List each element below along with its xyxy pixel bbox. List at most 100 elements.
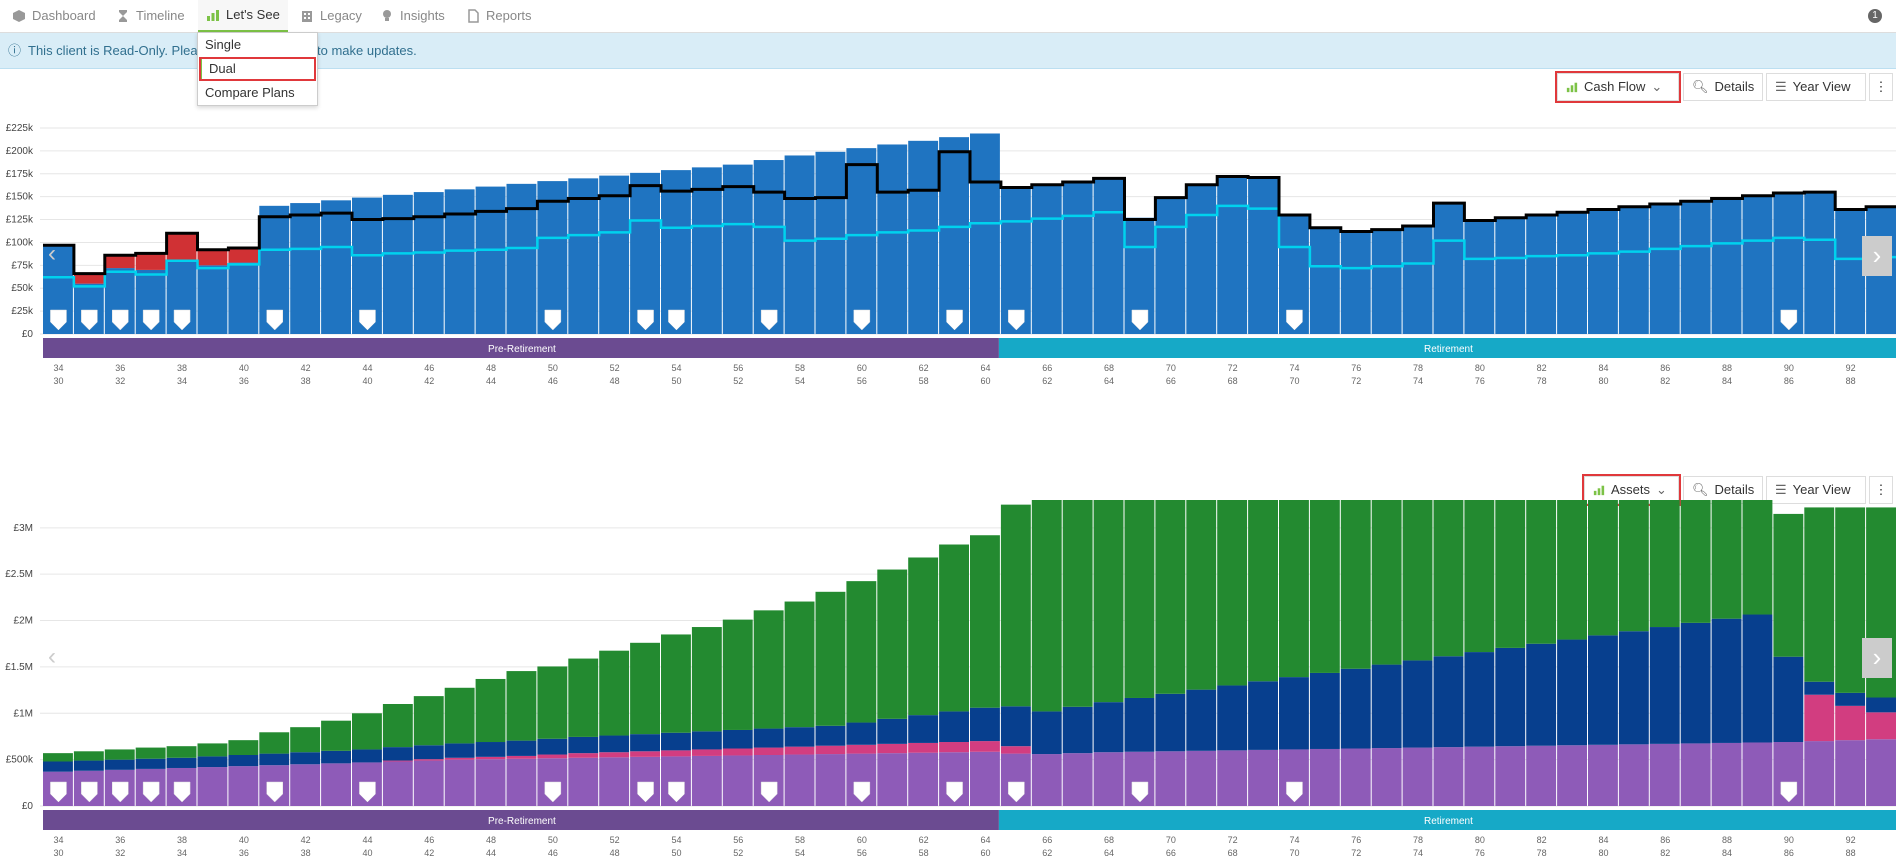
navy-asset-bar [1000, 706, 1031, 747]
green-asset-bar [1464, 500, 1495, 653]
pink-asset-bar [1804, 694, 1835, 742]
purple-asset-bar [1557, 745, 1587, 806]
pink-asset-bar [382, 760, 413, 762]
navy-asset-bar [321, 750, 351, 764]
x-tick-age-secondary: 70 [1289, 848, 1299, 858]
navy-asset-bar [1433, 656, 1464, 748]
navy-asset-bar [1309, 672, 1340, 749]
event-marker-icon [1131, 309, 1149, 331]
x-tick-age-secondary: 54 [795, 848, 805, 858]
details-label: Details [1714, 482, 1755, 497]
x-tick-age-primary: 66 [1042, 363, 1052, 373]
green-asset-bar [568, 658, 599, 737]
income-bar [506, 183, 537, 334]
tab-lets-see[interactable]: Let's See [198, 0, 288, 32]
x-tick-age-primary: 86 [1660, 363, 1670, 373]
x-tick-age-secondary: 62 [1042, 848, 1052, 858]
x-tick-age-primary: 76 [1351, 835, 1361, 845]
dropdown-item-compare-plans[interactable]: Compare Plans [205, 85, 295, 100]
event-marker-icon [266, 781, 283, 803]
x-tick-age-secondary: 80 [1598, 848, 1608, 858]
event-marker-icon [112, 781, 129, 803]
x-tick-age-secondary: 86 [1784, 376, 1794, 386]
x-tick-age-primary: 82 [1537, 835, 1547, 845]
navy-asset-bar [939, 711, 969, 743]
x-tick-age-primary: 52 [610, 363, 620, 373]
navy-asset-bar [1588, 635, 1618, 745]
tab-insights[interactable]: Insights [380, 0, 445, 32]
chart-prev-arrow[interactable]: ‹ [48, 240, 56, 267]
pink-asset-bar [939, 742, 969, 753]
retirement-band [998, 810, 1896, 830]
x-tick-age-secondary: 58 [919, 848, 929, 858]
chart-next-arrow[interactable]: › [1862, 638, 1892, 678]
green-asset-bar [382, 704, 413, 748]
tab-reports[interactable]: Reports [466, 0, 532, 32]
x-tick-age-primary: 42 [301, 835, 311, 845]
year-view-button[interactable]: ☰ Year View [1766, 476, 1866, 504]
navy-asset-bar [1155, 693, 1186, 752]
event-marker-icon [142, 309, 160, 331]
pink-asset-bar [413, 759, 444, 761]
pink-asset-bar [1000, 746, 1031, 754]
navy-asset-bar [1371, 664, 1402, 749]
more-options-button[interactable]: ⋮ [1869, 73, 1893, 101]
x-tick-age-primary: 48 [486, 835, 496, 845]
x-tick-age-secondary: 88 [1846, 848, 1856, 858]
dropdown-item-single[interactable]: Single [205, 37, 242, 52]
navy-asset-bar [1742, 614, 1773, 743]
purple-asset-bar [1649, 743, 1680, 806]
green-asset-bar [1340, 500, 1371, 669]
x-tick-age-secondary: 68 [1228, 376, 1238, 386]
navy-asset-bar [630, 734, 660, 752]
pink-asset-bar [846, 744, 877, 754]
x-tick-age-secondary: 46 [548, 848, 558, 858]
details-button[interactable]: 🔍︎ Details [1683, 73, 1763, 101]
event-marker-icon [359, 781, 376, 803]
lightbulb-icon [383, 10, 391, 21]
shortfall-bar [166, 233, 197, 261]
x-tick-age-secondary: 30 [53, 848, 63, 858]
notification-badge[interactable]: 1 [1868, 9, 1882, 23]
tab-legacy[interactable]: Legacy [300, 0, 362, 32]
event-marker-icon [266, 309, 283, 331]
navy-asset-bar [1402, 660, 1433, 748]
tab-label: Dashboard [32, 8, 96, 23]
x-tick-age-primary: 62 [919, 835, 929, 845]
bar-chart-icon [207, 10, 219, 21]
event-marker-icon [1131, 781, 1149, 803]
purple-asset-bar [815, 754, 846, 806]
y-tick-label: £0 [22, 329, 34, 340]
x-tick-age-secondary: 58 [919, 376, 929, 386]
x-tick-age-primary: 84 [1598, 363, 1608, 373]
green-asset-bar [691, 627, 722, 732]
income-bar [1588, 209, 1618, 334]
chart-prev-arrow[interactable]: ‹ [48, 643, 56, 670]
x-tick-age-secondary: 66 [1166, 848, 1176, 858]
purple-asset-bar [1588, 744, 1618, 806]
navy-asset-bar [784, 727, 815, 747]
banner-text-start: ⓘ This client is Read-Only. Please [8, 33, 211, 68]
list-icon: ☰ [1775, 482, 1787, 497]
x-tick-age-primary: 58 [795, 363, 805, 373]
x-tick-age-primary: 40 [239, 363, 249, 373]
event-marker-icon [668, 309, 685, 331]
dropdown-item-dual[interactable]: Dual [199, 57, 316, 81]
chart-type-selector[interactable]: Cash Flow ⌄ [1555, 71, 1681, 103]
year-view-button[interactable]: ☰ Year View [1766, 73, 1866, 101]
green-asset-bar [1618, 500, 1649, 632]
x-tick-age-secondary: 46 [548, 376, 558, 386]
tab-dashboard[interactable]: Dashboard [12, 0, 96, 32]
chart-next-arrow[interactable]: › [1862, 236, 1892, 276]
x-tick-age-primary: 38 [177, 363, 187, 373]
more-options-button[interactable]: ⋮ [1869, 476, 1893, 504]
tab-timeline[interactable]: Timeline [116, 0, 185, 32]
income-bar [1186, 184, 1217, 334]
income-bar [1649, 203, 1680, 334]
pink-asset-bar [506, 755, 537, 759]
y-tick-label: £50k [11, 283, 34, 294]
income-bar [1402, 225, 1433, 334]
banner-text: This client is Read-Only. Please [28, 43, 212, 58]
income-bar [475, 186, 506, 334]
x-tick-age-secondary: 56 [857, 848, 867, 858]
